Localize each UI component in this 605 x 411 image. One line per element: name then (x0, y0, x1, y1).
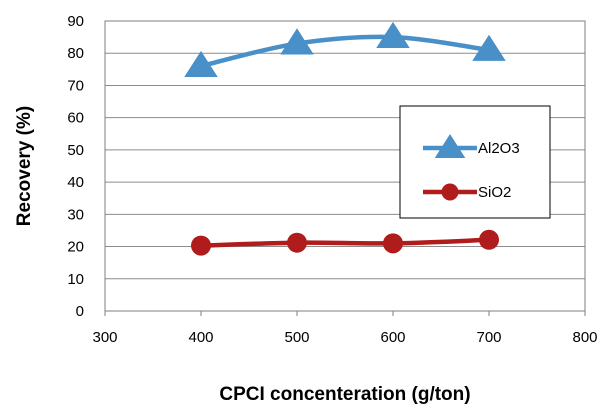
y-tick-label: 40 (67, 174, 84, 191)
x-axis-title: CPCI concenteration (g/ton) (219, 384, 470, 405)
legend-marker-sio2 (441, 183, 459, 201)
legend-label-sio2: SiO2 (478, 184, 511, 201)
plot-area-frame (104, 20, 586, 312)
series-line-al2o3 (198, 34, 492, 69)
x-tick-label: 400 (188, 329, 213, 346)
x-tick-label: 600 (380, 329, 405, 346)
legend-items: Al2O3 SiO2 (423, 134, 520, 201)
data-point-al2o3 (280, 28, 314, 55)
y-tick-label: 20 (67, 239, 84, 256)
y-tick-label: 10 (67, 271, 84, 288)
data-point-sio2 (383, 233, 403, 254)
y-tick-label: 50 (67, 142, 84, 159)
y-tick-label: 0 (76, 303, 84, 320)
data-point-al2o3 (184, 50, 218, 78)
series-sio2 (191, 229, 499, 256)
y-axis-title: Recovery (%) (14, 106, 35, 226)
y-tick-label: 60 (67, 110, 84, 127)
x-axis-tick-labels: 300 400 500 600 700 800 (92, 329, 597, 346)
series-line-sio2 (198, 237, 492, 248)
x-tick-label: 300 (92, 329, 117, 346)
legend-label-al2o3: Al2O3 (478, 140, 520, 157)
y-tick-label: 70 (67, 77, 84, 94)
data-point-sio2 (479, 229, 499, 250)
y-tick-label: 90 (67, 13, 84, 30)
series-al2o3 (184, 21, 506, 78)
legend-marker-al2o3 (434, 134, 466, 158)
y-axis-tick-labels: 0 10 20 30 40 50 60 70 80 90 (67, 13, 84, 320)
data-point-al2o3 (376, 21, 410, 49)
legend-box (399, 105, 551, 219)
legend-item-al2o3: Al2O3 (423, 134, 520, 158)
legend: Al2O3 SiO2 (399, 105, 551, 219)
x-tick-label: 800 (572, 329, 597, 346)
data-point-al2o3 (472, 34, 506, 61)
legend-item-sio2: SiO2 (423, 183, 511, 201)
data-series (184, 21, 506, 256)
x-tick-label: 500 (284, 329, 309, 346)
y-tick-label: 30 (67, 206, 84, 223)
data-point-sio2 (191, 235, 211, 256)
x-tick-label: 700 (476, 329, 501, 346)
data-point-sio2 (287, 232, 307, 253)
y-tick-label: 80 (67, 45, 84, 62)
